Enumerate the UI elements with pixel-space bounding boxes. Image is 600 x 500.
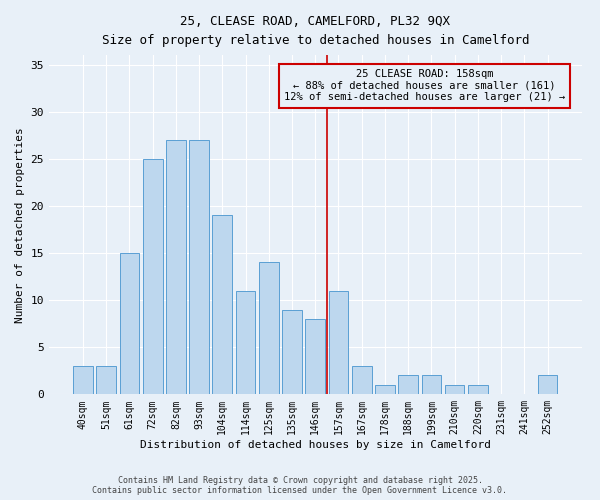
Bar [236,290,256,395]
Y-axis label: Number of detached properties: Number of detached properties [15,127,25,322]
Text: Contains HM Land Registry data © Crown copyright and database right 2025.
Contai: Contains HM Land Registry data © Crown c… [92,476,508,495]
Bar [445,385,464,394]
Bar [305,319,325,394]
Bar [97,366,116,394]
Bar [398,376,418,394]
X-axis label: Distribution of detached houses by size in Camelford: Distribution of detached houses by size … [140,440,491,450]
Bar [166,140,186,394]
Text: 25 CLEASE ROAD: 158sqm
← 88% of detached houses are smaller (161)
12% of semi-de: 25 CLEASE ROAD: 158sqm ← 88% of detached… [284,69,565,102]
Title: 25, CLEASE ROAD, CAMELFORD, PL32 9QX
Size of property relative to detached house: 25, CLEASE ROAD, CAMELFORD, PL32 9QX Siz… [101,15,529,47]
Bar [259,262,278,394]
Bar [538,376,557,394]
Bar [329,290,349,395]
Bar [119,253,139,394]
Bar [73,366,93,394]
Bar [212,216,232,394]
Bar [422,376,441,394]
Bar [189,140,209,394]
Bar [282,310,302,394]
Bar [143,159,163,394]
Bar [352,366,371,394]
Bar [375,385,395,394]
Bar [468,385,488,394]
